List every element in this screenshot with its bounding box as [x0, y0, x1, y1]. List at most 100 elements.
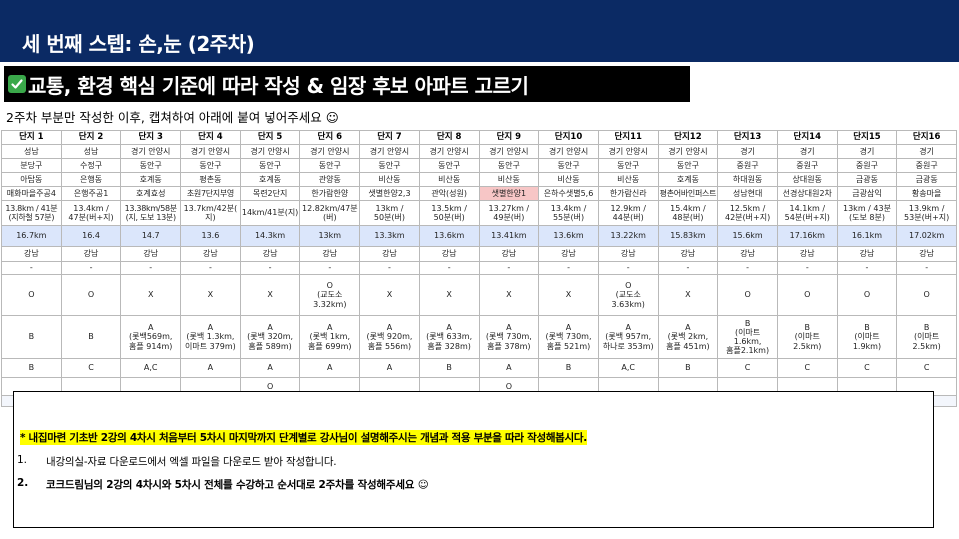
table-cell[interactable]: - [180, 261, 241, 275]
table-cell[interactable]: 호계동 [657, 172, 719, 187]
table-cell[interactable]: 한가람신라 [597, 186, 659, 201]
table-cell[interactable]: O [896, 274, 957, 316]
table-cell[interactable]: 16.1km [836, 225, 898, 247]
table-cell[interactable]: 동안구 [180, 158, 241, 173]
table-cell[interactable]: A (롯백 320m, 홈플 589m) [239, 315, 301, 359]
column-header[interactable]: 단지 3 [120, 130, 182, 145]
table-cell[interactable]: C [60, 358, 122, 378]
table-cell[interactable]: 경기 안양시 [597, 144, 659, 159]
table-cell[interactable]: 강남 [60, 246, 122, 262]
table-cell[interactable]: 수정구 [60, 158, 122, 173]
table-cell[interactable]: 강남 [1, 246, 62, 262]
column-header[interactable]: 단지 9 [478, 130, 540, 145]
table-cell[interactable]: 관악(성원) [418, 186, 480, 201]
table-cell[interactable]: 금광동 [836, 172, 898, 187]
table-cell[interactable]: 중원구 [896, 158, 957, 173]
table-cell[interactable]: 13.6 [180, 225, 241, 247]
table-cell[interactable]: - [1, 261, 62, 275]
column-header[interactable]: 단지10 [538, 130, 599, 145]
table-cell[interactable]: - [836, 261, 898, 275]
table-cell[interactable]: 샛별한양2,3 [359, 186, 420, 201]
table-cell[interactable]: 은행동 [60, 172, 122, 187]
table-cell[interactable]: O [60, 274, 122, 316]
column-header[interactable]: 단지 4 [180, 130, 241, 145]
table-cell[interactable]: 아탑동 [1, 172, 62, 187]
column-header[interactable]: 단지 7 [359, 130, 420, 145]
table-cell[interactable]: 14.1km / 54분(버+지) [776, 200, 838, 226]
table-cell[interactable]: 13.22km [597, 225, 659, 247]
table-cell[interactable]: 경기 안양시 [299, 144, 361, 159]
table-cell[interactable]: 16.7km [1, 225, 62, 247]
table-cell[interactable]: - [776, 261, 838, 275]
table-cell[interactable]: O (교도소 3.32km) [299, 274, 361, 316]
table-cell[interactable]: O [717, 274, 778, 316]
table-cell[interactable]: 경기 안양시 [478, 144, 540, 159]
table-cell[interactable]: 강남 [597, 246, 659, 262]
table-cell[interactable]: 동안구 [120, 158, 182, 173]
table-cell[interactable]: 경기 안양시 [418, 144, 480, 159]
table-cell[interactable]: 황송마을 [896, 186, 957, 201]
table-cell[interactable]: 경기 안양시 [120, 144, 182, 159]
table-cell[interactable]: 비산동 [418, 172, 480, 187]
table-cell[interactable]: B (이마트 1.9km) [836, 315, 898, 359]
table-cell[interactable]: X [180, 274, 241, 316]
table-cell[interactable]: - [120, 261, 182, 275]
table-cell[interactable]: 12.9km / 44분(버) [597, 200, 659, 226]
table-cell[interactable]: 14km/41분(지) [239, 200, 301, 226]
table-cell[interactable]: 비산동 [478, 172, 540, 187]
column-header[interactable]: 단지 1 [1, 130, 62, 145]
table-cell[interactable]: 13.38km/58분 (지, 도보 13분) [120, 200, 182, 226]
table-cell[interactable]: 중원구 [836, 158, 898, 173]
table-cell[interactable]: 중원구 [717, 158, 778, 173]
table-cell[interactable]: 동안구 [478, 158, 540, 173]
table-cell[interactable]: - [478, 261, 540, 275]
table-cell[interactable]: 경기 [896, 144, 957, 159]
table-cell[interactable]: C [896, 358, 957, 378]
table-cell[interactable]: 은행주공1 [60, 186, 122, 201]
table-cell[interactable]: A,C [120, 358, 182, 378]
table-cell[interactable]: A (롯백 730m, 홈플 378m) [478, 315, 540, 359]
table-cell[interactable]: 상대원동 [776, 172, 838, 187]
column-header[interactable]: 단지 6 [299, 130, 361, 145]
table-cell[interactable]: 비산동 [597, 172, 659, 187]
table-cell[interactable]: A [359, 358, 420, 378]
table-cell[interactable]: 하대원동 [717, 172, 778, 187]
table-cell[interactable]: 17.16km [776, 225, 838, 247]
table-cell[interactable]: O (교도소 3.63km) [597, 274, 659, 316]
column-header[interactable]: 단지 5 [239, 130, 301, 145]
table-cell[interactable]: 성남 [60, 144, 122, 159]
table-cell[interactable]: 13.3km [359, 225, 420, 247]
column-header[interactable]: 단지 2 [60, 130, 122, 145]
table-cell[interactable]: 비산동 [359, 172, 420, 187]
table-cell[interactable]: 강남 [359, 246, 420, 262]
table-cell[interactable]: C [836, 358, 898, 378]
table-cell[interactable]: 경기 [776, 144, 838, 159]
table-cell[interactable]: 13.6km [418, 225, 480, 247]
table-cell[interactable]: B [60, 315, 122, 359]
table-cell[interactable]: A (롯백 730m, 홈플 521m) [538, 315, 599, 359]
table-cell[interactable]: 강남 [836, 246, 898, 262]
column-header[interactable]: 단지13 [717, 130, 778, 145]
table-cell[interactable]: 강남 [120, 246, 182, 262]
table-cell[interactable]: 경기 [836, 144, 898, 159]
table-cell[interactable]: 13.41km [478, 225, 540, 247]
table-cell[interactable]: 경기 [717, 144, 778, 159]
table-cell[interactable]: A,C [597, 358, 659, 378]
table-cell[interactable]: 경기 안양시 [538, 144, 599, 159]
table-cell[interactable]: 17.02km [896, 225, 957, 247]
table-cell[interactable]: 강남 [717, 246, 778, 262]
column-header[interactable]: 단지12 [657, 130, 719, 145]
table-cell[interactable]: B (이마트 2.5km) [896, 315, 957, 359]
table-cell[interactable]: - [60, 261, 122, 275]
table-cell[interactable]: 호계동 [239, 172, 301, 187]
table-cell[interactable]: - [717, 261, 778, 275]
table-cell[interactable]: - [359, 261, 420, 275]
table-cell[interactable]: - [896, 261, 957, 275]
table-cell[interactable]: 강남 [478, 246, 540, 262]
table-cell[interactable]: X [657, 274, 719, 316]
table-cell[interactable]: 금광삼익 [836, 186, 898, 201]
column-header[interactable]: 단지15 [836, 130, 898, 145]
table-cell[interactable]: B [538, 358, 599, 378]
table-cell[interactable]: - [597, 261, 659, 275]
table-cell[interactable]: - [657, 261, 719, 275]
